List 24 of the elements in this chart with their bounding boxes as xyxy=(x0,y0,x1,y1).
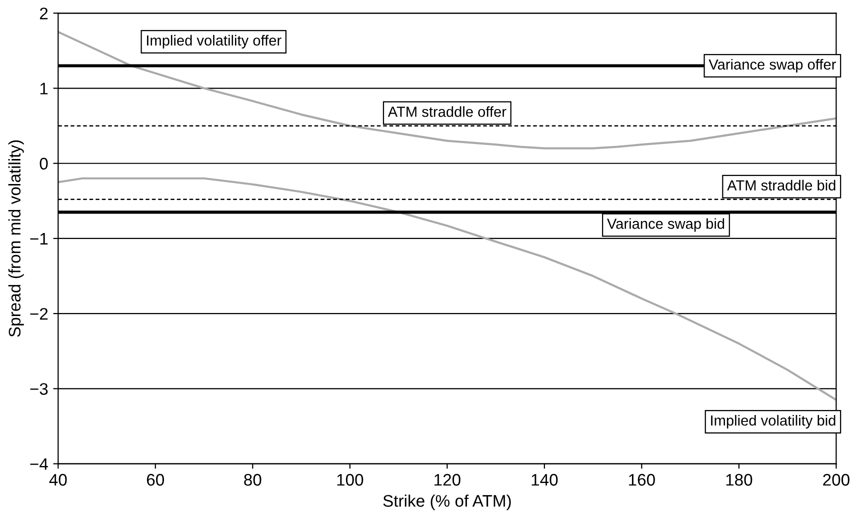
ref-line-label: Variance swap offer xyxy=(708,58,836,73)
x-tick-label: 80 xyxy=(244,474,262,486)
x-tick-label: 120 xyxy=(434,474,460,486)
x-tick-label: 100 xyxy=(337,474,364,486)
x-tick-label: 40 xyxy=(49,474,67,486)
y-tick-label: −4 xyxy=(30,458,48,470)
y-tick-label: 2 xyxy=(40,8,48,20)
x-tick-label: 160 xyxy=(629,474,655,486)
y-tick-label: 1 xyxy=(40,82,48,94)
y-tick-label: −3 xyxy=(30,383,48,395)
y-tick-label: 0 xyxy=(40,158,48,170)
series-label: Implied volatility offer xyxy=(147,34,282,49)
x-tick-label: 140 xyxy=(532,474,558,486)
ref-line-label: ATM straddle offer xyxy=(388,106,506,117)
y-tick-label: −1 xyxy=(30,233,48,245)
x-tick-label: 200 xyxy=(823,474,850,486)
ref-line-label: Variance swap bid xyxy=(607,218,724,232)
series-label: Implied volatility bid xyxy=(711,414,836,429)
x-tick-label: 180 xyxy=(726,474,752,486)
y-tick-label: −2 xyxy=(30,308,48,320)
y-axis-title: Spread (from mid volatility) xyxy=(8,140,24,337)
ref-line-label: ATM straddle bid xyxy=(727,180,836,191)
x-tick-label: 60 xyxy=(146,474,164,486)
x-axis-title: Strike (% of ATM) xyxy=(383,494,511,510)
